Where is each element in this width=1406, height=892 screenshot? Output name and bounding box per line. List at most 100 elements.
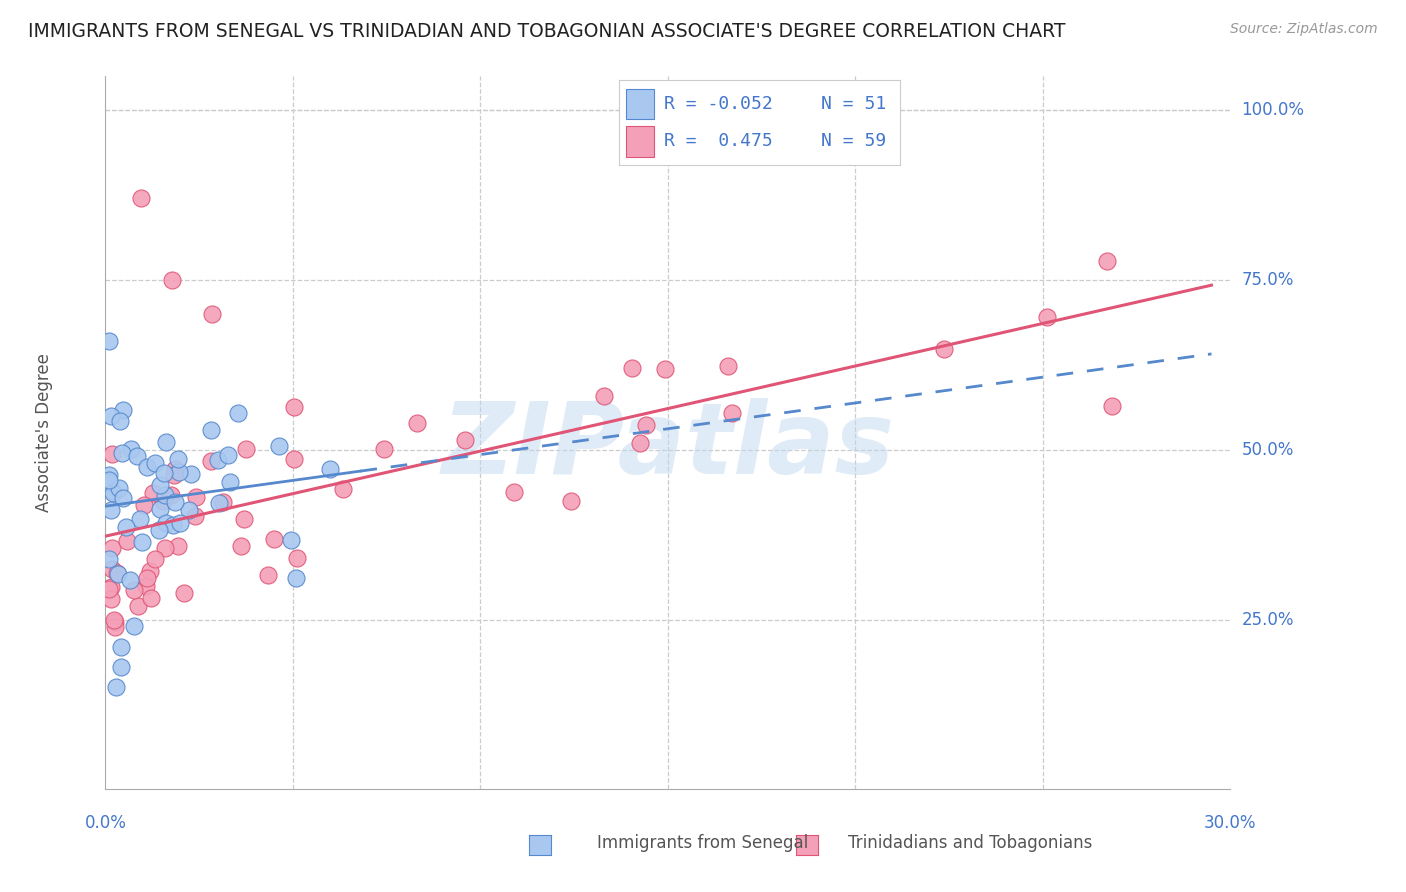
Point <box>654 362 676 376</box>
Point <box>235 442 257 456</box>
Point <box>200 454 222 468</box>
Point <box>138 564 160 578</box>
Point <box>120 573 142 587</box>
Text: R =  0.475: R = 0.475 <box>664 132 772 150</box>
Point <box>98 334 121 348</box>
Text: 25.0%: 25.0% <box>1241 610 1294 629</box>
Point <box>100 409 122 423</box>
Point <box>128 511 150 525</box>
Point <box>932 342 955 356</box>
Point <box>155 488 177 502</box>
Point <box>621 360 644 375</box>
Point <box>207 453 229 467</box>
Text: 50.0%: 50.0% <box>1241 441 1294 458</box>
Point <box>200 423 222 437</box>
Point <box>134 499 156 513</box>
Point <box>101 486 124 500</box>
Point <box>169 516 191 531</box>
Point <box>98 552 121 566</box>
Point <box>160 488 183 502</box>
Point <box>111 446 134 460</box>
Text: 75.0%: 75.0% <box>1241 270 1294 289</box>
Text: R = -0.052: R = -0.052 <box>664 95 772 113</box>
Point <box>98 468 121 483</box>
Point <box>127 599 149 613</box>
Point <box>115 520 138 534</box>
Point <box>163 468 186 483</box>
Point <box>169 465 191 479</box>
Point <box>104 620 127 634</box>
Point <box>180 467 202 482</box>
Point <box>165 495 187 509</box>
Point <box>263 532 285 546</box>
Point <box>167 452 190 467</box>
Point <box>100 580 122 594</box>
Point <box>131 535 153 549</box>
Point <box>101 446 124 460</box>
Point <box>135 578 157 592</box>
Text: N = 59: N = 59 <box>821 132 886 150</box>
Point <box>98 473 121 487</box>
Point <box>226 406 249 420</box>
Point <box>101 541 124 556</box>
Point <box>101 562 124 576</box>
Text: 100.0%: 100.0% <box>1241 101 1305 119</box>
Point <box>105 681 128 695</box>
Point <box>217 448 239 462</box>
Point <box>184 509 207 524</box>
Point <box>721 406 744 420</box>
Point <box>177 503 200 517</box>
Point <box>593 389 616 403</box>
Point <box>284 571 307 585</box>
Point <box>141 591 163 605</box>
Point <box>212 495 235 509</box>
Point <box>112 491 135 505</box>
Point <box>256 568 278 582</box>
Point <box>332 482 354 496</box>
Point <box>280 533 302 547</box>
Point <box>162 517 184 532</box>
Point <box>107 566 129 581</box>
Text: ZIPatlas: ZIPatlas <box>441 399 894 495</box>
Point <box>129 191 152 205</box>
Point <box>98 475 121 489</box>
Point <box>1097 253 1119 268</box>
Point <box>110 640 132 654</box>
Point <box>560 493 582 508</box>
Point <box>100 592 122 607</box>
Point <box>143 552 166 566</box>
Point <box>165 462 187 476</box>
Point <box>120 442 142 456</box>
Point <box>101 484 124 499</box>
Point <box>373 442 395 457</box>
Point <box>124 619 146 633</box>
Text: Immigrants from Senegal: Immigrants from Senegal <box>598 834 808 852</box>
Point <box>160 273 183 287</box>
Point <box>219 475 242 490</box>
Point <box>117 534 139 549</box>
Point <box>267 439 290 453</box>
Point <box>283 452 305 467</box>
Point <box>1036 310 1059 325</box>
Point <box>283 400 305 414</box>
Point <box>167 539 190 553</box>
Point <box>111 402 134 417</box>
Point <box>155 516 177 531</box>
Point <box>122 582 145 597</box>
Point <box>153 467 176 481</box>
Point <box>231 539 253 553</box>
Point <box>104 615 127 629</box>
Point <box>125 449 148 463</box>
Point <box>143 457 166 471</box>
Point <box>148 523 170 537</box>
Point <box>173 585 195 599</box>
Point <box>103 613 125 627</box>
Point <box>136 571 159 585</box>
Point <box>100 503 122 517</box>
Point <box>107 566 129 581</box>
Text: 0.0%: 0.0% <box>84 814 127 832</box>
Point <box>285 551 308 566</box>
Text: Source: ZipAtlas.com: Source: ZipAtlas.com <box>1230 22 1378 37</box>
Point <box>148 502 170 516</box>
Point <box>319 462 342 476</box>
